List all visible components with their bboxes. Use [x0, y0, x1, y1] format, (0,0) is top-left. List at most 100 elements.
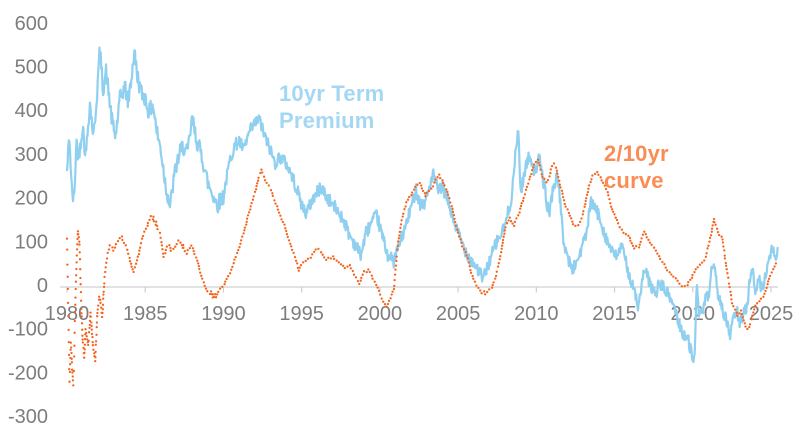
series-dot	[243, 226, 247, 229]
series-dot	[724, 264, 728, 267]
series-dot	[108, 244, 111, 247]
series-dot	[284, 227, 287, 230]
series-dot	[94, 340, 98, 343]
series-dot	[97, 304, 100, 307]
series-dot	[68, 380, 71, 383]
series-dot	[273, 199, 276, 202]
series-dot	[362, 270, 366, 273]
series-dot	[118, 236, 121, 240]
series-dot	[231, 265, 234, 269]
series-dot	[498, 258, 501, 261]
series-dot	[130, 265, 133, 268]
series-dot	[583, 205, 586, 208]
series-dot	[734, 308, 737, 311]
series-dot	[201, 277, 204, 280]
series-dot	[700, 261, 704, 264]
series-dot	[149, 214, 152, 218]
series-dot	[500, 244, 504, 247]
series-dot	[325, 258, 328, 262]
series-dot	[410, 191, 414, 194]
series-dot	[203, 284, 206, 288]
series-dot	[766, 280, 770, 283]
series-dot	[549, 168, 552, 171]
series-dot	[232, 262, 235, 265]
series-dot	[106, 251, 109, 255]
series-dot	[74, 303, 77, 306]
series-dot	[564, 205, 567, 208]
series-dot	[382, 300, 385, 303]
series-dot	[601, 181, 605, 184]
series-dot	[652, 246, 656, 249]
series-dot	[79, 268, 82, 271]
series-dot	[144, 227, 148, 230]
series-dot	[155, 220, 158, 223]
series-dot	[608, 197, 611, 201]
series-dot	[78, 251, 81, 254]
series-dot	[483, 290, 486, 293]
series-dot	[96, 308, 99, 311]
series-dot	[543, 177, 546, 180]
series-dot	[80, 307, 83, 311]
series-dot	[140, 237, 144, 240]
series-dot	[83, 348, 86, 351]
series-dot	[726, 272, 729, 275]
series-dot	[247, 211, 251, 214]
series-dot	[95, 325, 98, 329]
series-dot	[637, 246, 641, 249]
series-dot	[67, 340, 70, 344]
series-dot	[221, 285, 224, 288]
series-dot	[98, 295, 101, 298]
series-dot	[389, 297, 392, 300]
series-dot	[730, 298, 733, 301]
series-dot	[101, 311, 104, 315]
series-dot	[67, 328, 70, 332]
y-axis-tick-label: -300	[8, 406, 48, 428]
series-dot	[148, 218, 151, 222]
x-axis-tick-label: 1985	[123, 303, 168, 325]
series-dot	[519, 204, 523, 208]
series-dot	[262, 175, 266, 178]
series-dot	[499, 255, 502, 258]
series-dot	[161, 252, 165, 255]
series-dot	[83, 343, 87, 346]
series-dot	[427, 189, 431, 193]
series-dot	[441, 179, 444, 182]
series-dot	[744, 325, 747, 328]
series-dot	[706, 247, 709, 250]
series-dot	[586, 190, 590, 194]
series-dot	[640, 237, 643, 240]
series-dot	[397, 237, 401, 240]
series-dot	[183, 249, 186, 253]
series-dot	[450, 204, 453, 208]
y-axis-tick-label: 300	[15, 144, 48, 166]
series-dot	[545, 181, 548, 184]
series-dot	[532, 166, 535, 169]
series-dot	[349, 267, 352, 270]
series-dot	[368, 270, 371, 274]
series-dot	[69, 348, 72, 351]
series-dot	[603, 184, 607, 187]
series-dot	[296, 266, 300, 270]
series-dot	[76, 243, 79, 246]
series-dot	[630, 242, 633, 245]
series-dot	[287, 239, 291, 242]
series-dot	[72, 384, 75, 387]
series-dot	[743, 322, 746, 325]
series-dot	[73, 319, 76, 323]
series-dot	[304, 259, 307, 263]
series-dot	[401, 215, 404, 218]
series-dot	[710, 227, 714, 230]
series-dot	[678, 282, 681, 285]
series-dot	[105, 257, 109, 260]
series-dot	[66, 263, 69, 266]
series-dot	[175, 242, 178, 246]
series-dot	[66, 301, 70, 305]
series-dot	[396, 244, 399, 247]
series-dot	[555, 169, 559, 172]
series-dot	[321, 253, 324, 256]
series-dot	[80, 322, 84, 325]
series-dot	[88, 326, 91, 330]
series-dot	[425, 191, 428, 194]
series-dot	[73, 355, 76, 358]
series-dot	[88, 319, 92, 323]
